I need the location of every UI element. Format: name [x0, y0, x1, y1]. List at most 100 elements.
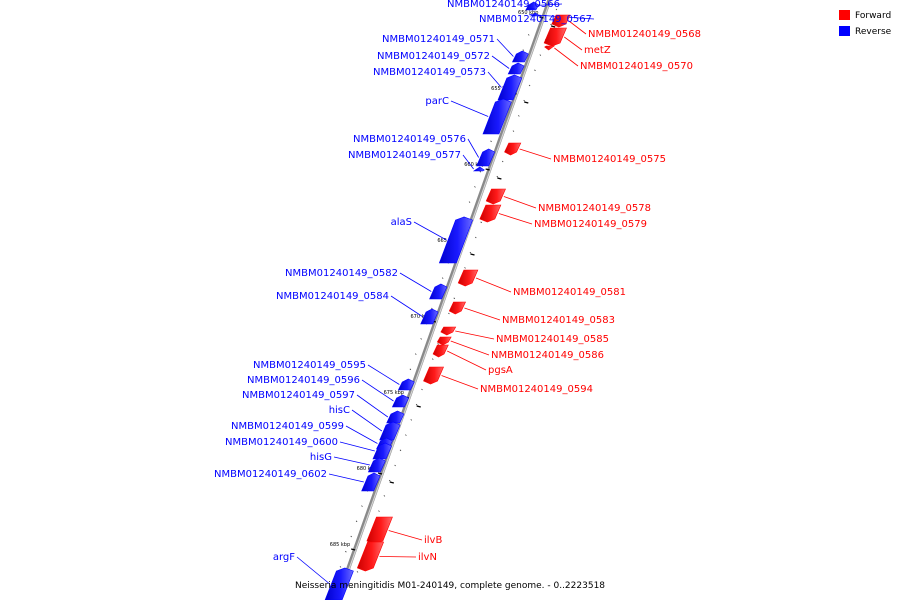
minor-tick [448, 312, 450, 315]
label-nmbm01240149-0572[interactable]: NMBM01240149_0572 [377, 51, 490, 62]
scale-major-tick [351, 548, 356, 551]
minor-tick [355, 520, 358, 523]
leader-hisc [351, 409, 383, 432]
label-nmbm01240149-0581[interactable]: NMBM01240149_0581 [513, 287, 626, 298]
gene-nmbm01240149-0586[interactable] [436, 336, 452, 346]
gene-argf[interactable] [324, 567, 354, 601]
leader-nmbm01240149-0583 [464, 307, 501, 321]
gene-ilvb[interactable] [366, 516, 393, 545]
label-nmbm01240149-0577[interactable]: NMBM01240149_0577 [348, 150, 461, 161]
legend-swatch-reverse [839, 26, 850, 36]
label-nmbm01240149-0567[interactable]: NMBM01240149_0567 [479, 14, 592, 25]
leader-nmbm01240149-0572 [491, 55, 510, 69]
gene-nmbm01240149-0585[interactable] [440, 326, 457, 336]
leader-nmbm01240149-0594 [441, 375, 479, 390]
minor-tick [474, 186, 476, 188]
leader-nmbm01240149-0578 [503, 196, 537, 209]
gene-parc[interactable] [482, 98, 512, 135]
gene-nmbm01240149-0582[interactable] [429, 283, 448, 300]
gene-hisg[interactable] [367, 457, 386, 473]
scale-label: 685 kbp [330, 542, 350, 548]
minor-tick [539, 54, 542, 56]
minor-tick [496, 175, 499, 178]
gene-nmbm01240149-0583[interactable] [448, 301, 466, 315]
label-ilvb[interactable]: ilvB [424, 535, 442, 546]
scale-label: 680 kbp [357, 466, 377, 472]
gene-nmbm01240149-0566[interactable] [525, 1, 540, 11]
label-nmbm01240149-0571[interactable]: NMBM01240149_0571 [382, 34, 495, 45]
gene-nmbm01240149-0581[interactable] [457, 269, 479, 287]
minor-tick [518, 115, 520, 117]
label-nmbm01240149-0585[interactable]: NMBM01240149_0585 [496, 334, 609, 345]
gene-nmbm01240149-0570[interactable] [544, 45, 556, 51]
label-nmbm01240149-0583[interactable]: NMBM01240149_0583 [502, 315, 615, 326]
label-ilvn[interactable]: ilvN [418, 552, 437, 563]
gene-ilvn[interactable] [356, 541, 385, 572]
label-nmbm01240149-0602[interactable]: NMBM01240149_0602 [214, 469, 327, 480]
label-nmbm01240149-0594[interactable]: NMBM01240149_0594 [480, 384, 593, 395]
gene-pgsa[interactable] [432, 344, 449, 358]
gene-nmbm01240149-0602[interactable] [361, 472, 381, 492]
label-nmbm01240149-0597[interactable]: NMBM01240149_0597 [242, 390, 355, 401]
label-argf[interactable]: argF [273, 552, 295, 563]
label-nmbm01240149-0600[interactable]: NMBM01240149_0600 [225, 437, 338, 448]
label-nmbm01240149-0599[interactable]: NMBM01240149_0599 [231, 421, 344, 432]
gene-nmbm01240149-0600[interactable] [372, 442, 393, 460]
gene-nmbm01240149-0568[interactable] [551, 14, 571, 28]
label-nmbm01240149-0575[interactable]: NMBM01240149_0575 [553, 154, 666, 165]
leader-lines [296, 3, 595, 585]
label-nmbm01240149-0582[interactable]: NMBM01240149_0582 [285, 268, 398, 279]
gene-nmbm01240149-0571[interactable] [511, 50, 529, 63]
gene-nmbm01240149-0597[interactable] [386, 410, 405, 424]
label-nmbm01240149-0570[interactable]: NMBM01240149_0570 [580, 61, 693, 72]
gene-alas[interactable] [438, 216, 473, 264]
minor-tick [528, 84, 531, 87]
major-tick [524, 101, 529, 104]
gene-nmbm01240149-0596[interactable] [391, 394, 410, 408]
gene-nmbm01240149-0575[interactable] [504, 142, 522, 156]
minor-tick [399, 449, 402, 452]
minor-tick [383, 495, 386, 497]
label-nmbm01240149-0578[interactable]: NMBM01240149_0578 [538, 203, 651, 214]
scale-major-tick [539, 16, 544, 19]
gene-metz[interactable] [543, 27, 567, 47]
label-metz[interactable]: metZ [584, 45, 611, 56]
leader-nmbm01240149-0602 [328, 473, 364, 483]
gene-nmbm01240149-0572[interactable] [507, 62, 525, 75]
leader-hisg [333, 456, 370, 466]
gene-hisc[interactable] [379, 421, 401, 441]
gene-nmbm01240149-0595[interactable] [397, 378, 415, 391]
leader-ilvb [388, 530, 423, 541]
label-parc[interactable]: parC [425, 96, 449, 107]
major-tick [551, 25, 556, 28]
label-nmbm01240149-0566[interactable]: NMBM01240149_0566 [447, 0, 560, 10]
label-nmbm01240149-0576[interactable]: NMBM01240149_0576 [353, 134, 466, 145]
leader-nmbm01240149-0586 [450, 340, 490, 356]
gene-nmbm01240149-0573[interactable] [497, 74, 523, 101]
gene-nmbm01240149-0577[interactable] [472, 166, 485, 172]
label-nmbm01240149-0573[interactable]: NMBM01240149_0573 [373, 67, 486, 78]
label-nmbm01240149-0584[interactable]: NMBM01240149_0584 [276, 291, 389, 302]
label-hisc[interactable]: hisC [329, 405, 350, 416]
genome-backbone-highlight [336, 0, 552, 604]
label-nmbm01240149-0596[interactable]: NMBM01240149_0596 [247, 375, 360, 386]
gene-nmbm01240149-0594[interactable] [423, 366, 444, 385]
minor-tick [394, 464, 396, 467]
leader-nmbm01240149-0576 [467, 138, 480, 158]
gene-nmbm01240149-0567[interactable] [529, 12, 541, 17]
label-pgsa[interactable]: pgsA [488, 365, 513, 376]
gene-nmbm01240149-0584[interactable] [420, 308, 439, 325]
gene-nmbm01240149-0579[interactable] [479, 204, 502, 223]
minor-tick [468, 201, 471, 203]
label-nmbm01240149-0586[interactable]: NMBM01240149_0586 [491, 350, 604, 361]
label-nmbm01240149-0595[interactable]: NMBM01240149_0595 [253, 360, 366, 371]
leader-nmbm01240149-0571 [496, 38, 514, 57]
gene-nmbm01240149-0576[interactable] [476, 148, 496, 167]
label-nmbm01240149-0579[interactable]: NMBM01240149_0579 [534, 219, 647, 230]
gene-nmbm01240149-0578[interactable] [485, 188, 506, 205]
label-alas[interactable]: alaS [391, 217, 412, 228]
minor-tick [378, 510, 380, 512]
gene-features [324, 1, 571, 601]
label-hisg[interactable]: hisG [310, 452, 332, 463]
label-nmbm01240149-0568[interactable]: NMBM01240149_0568 [588, 29, 701, 40]
